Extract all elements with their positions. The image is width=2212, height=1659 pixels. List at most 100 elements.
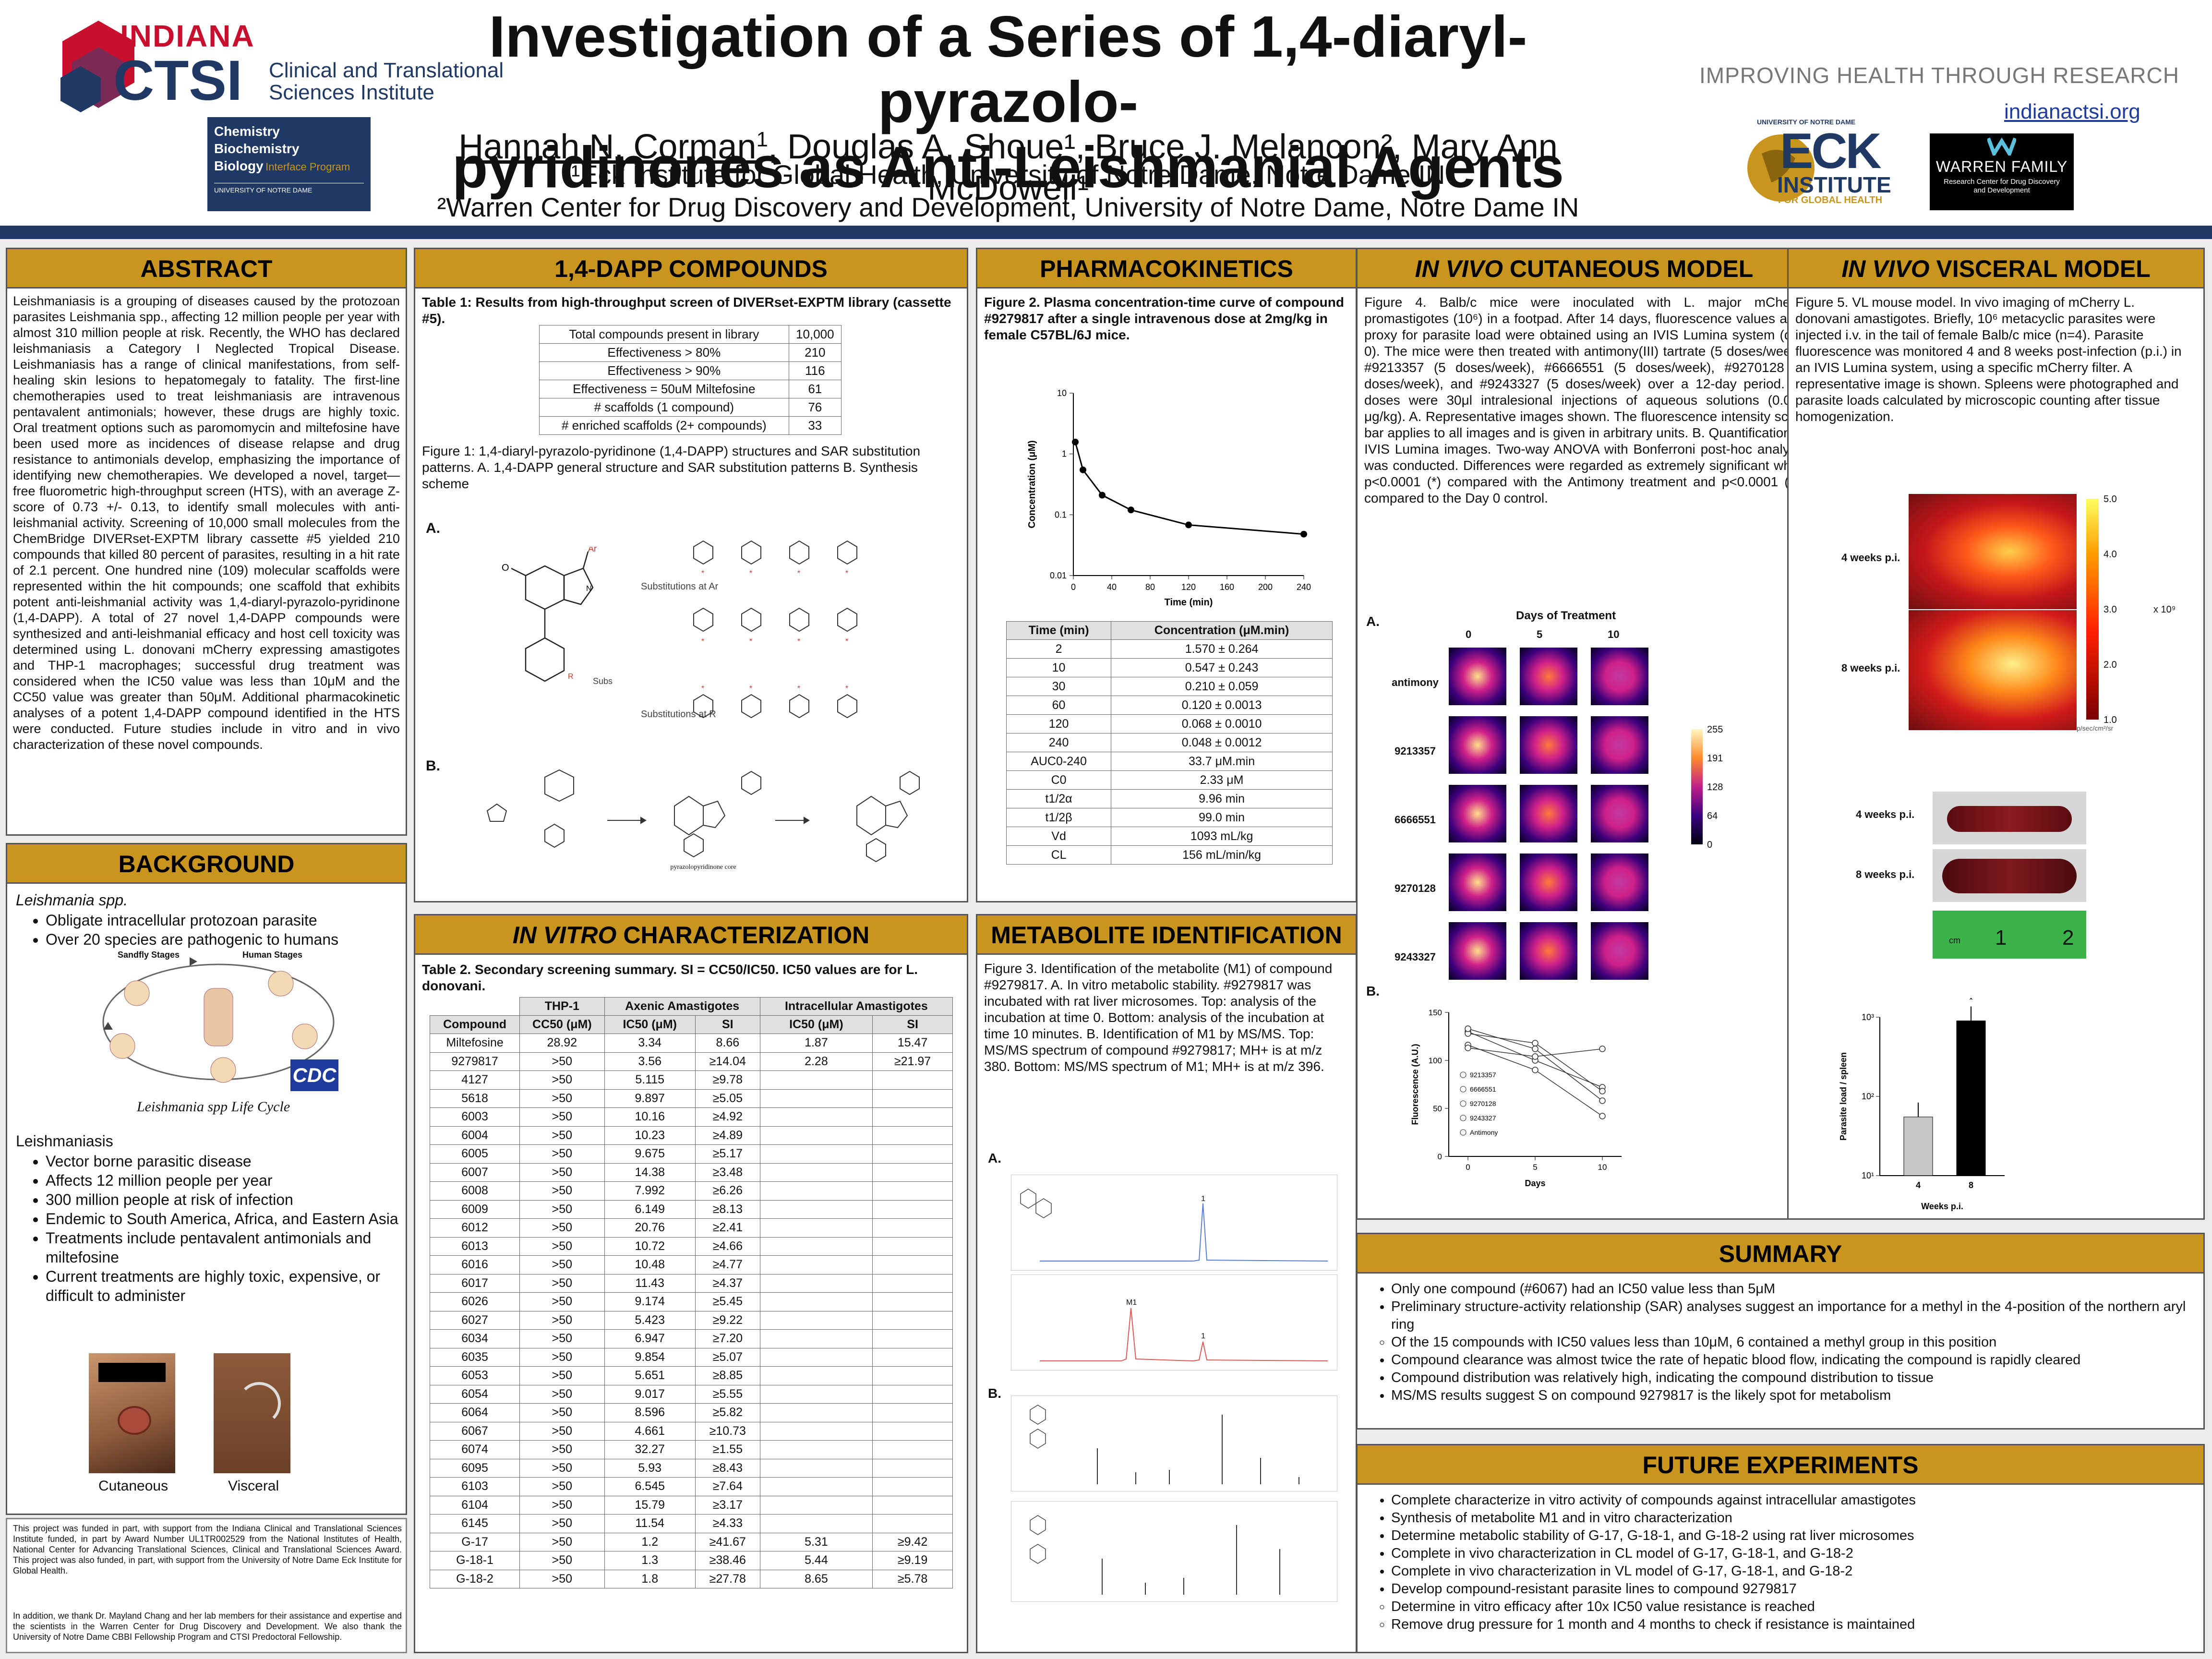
column-header: IC50 (μM) [759,1015,873,1034]
table-cell: 8.596 [604,1403,696,1422]
table-cell: 5618 [429,1089,520,1108]
table-cell: 99.0 min [1111,808,1333,827]
table-cell: ≥7.20 [695,1329,760,1348]
data-point [1599,1097,1606,1104]
table1-caption: Table 1: Results from high-throughput sc… [422,295,951,326]
table-cell: >50 [519,1421,605,1441]
table-cell [759,1126,873,1145]
cutaneous-heading: IN VIVO CUTANEOUS MODEL [1358,249,1811,289]
table-cell: 10.72 [604,1237,696,1256]
table-cell: 6034 [429,1329,520,1348]
table-row: Effectiveness > 80% 210 [539,343,842,362]
future-bullets: Complete characterize in vitro activity … [1372,1491,2193,1634]
table-row: 6074 >50 32.27 ≥1.55 [429,1440,953,1459]
secondary-screening-table: THP-1 Axenic Amastigotes Intracellular A… [429,997,953,1588]
table-cell [872,1458,953,1478]
ruler-cm: cm [1949,936,1960,945]
svg-text:*: * [797,685,800,693]
table-cell [872,1089,953,1108]
legend-label: 6666551 [1470,1085,1496,1093]
msms-spectrum-top [1010,1395,1338,1492]
treatment-row-label: 9213357 [1395,745,1436,757]
table-cell: ≥27.78 [695,1569,760,1588]
table2-caption: Table 2. Secondary screening summary. SI… [422,962,918,993]
cutaneous-panel: IN VIVO CUTANEOUS MODEL Figure 4. Balb/c… [1356,248,1812,1220]
fig3-label-b: B. [988,1386,1001,1401]
table-row: Miltefosine 28.92 3.34 8.66 1.87 15.47 [429,1034,953,1053]
table-cell-label: # enriched scaffolds (2+ compounds) [539,416,789,435]
life-cycle-diagram: Sandfly Stages Human Stages CDC [79,950,358,1094]
globe-icon [1747,134,1815,202]
table-cell: >50 [519,1440,605,1459]
x-tick-label: 160 [1220,582,1234,592]
label-4-weeks: 4 weeks p.i. [1841,552,1900,564]
table-cell: 2.33 μM [1111,770,1333,790]
table-cell: 1.570 ± 0.264 [1111,639,1333,659]
table-cell: t1/2α [1006,789,1112,808]
data-point [1080,466,1086,473]
future-bullet: Complete in vivo characterization in CL … [1391,1545,2193,1563]
table-row: 6007 >50 14.38 ≥3.48 [429,1163,953,1182]
table-cell: 6009 [429,1200,520,1219]
table-cell: 6064 [429,1403,520,1422]
table-cell: ≥5.55 [695,1384,760,1404]
ivis-image [1449,648,1506,705]
eck-main-text: ECK [1780,123,1882,179]
table-row: 120 0.068 ± 0.0010 [1006,714,1333,733]
table-cell: ≥5.45 [695,1292,760,1311]
x-axis-label: Weeks p.i. [1921,1202,1963,1211]
abstract-panel: ABSTRACT Leishmaniasis is a grouping of … [6,248,407,836]
table-cell: ≥5.05 [695,1089,760,1108]
funding-text-2: In addition, we thank Dr. Mayland Chang … [13,1611,402,1642]
table-cell: >50 [519,1163,605,1182]
table-row: 6064 >50 8.596 ≥5.82 [429,1403,953,1422]
significance-star: * [1969,998,1973,1006]
table-cell [759,1200,873,1219]
table-cell: 6008 [429,1181,520,1201]
table-row: # enriched scaffolds (2+ compounds) 33 [539,416,842,435]
summary-bullet: Compound clearance was almost twice the … [1391,1351,2193,1369]
table-cell [872,1495,953,1515]
table-cell: 6.545 [604,1477,696,1496]
affiliation-2: ²Warren Center for Drug Discovery and De… [437,192,1579,222]
table-cell: ≥3.17 [695,1495,760,1515]
table-cell [759,1477,873,1496]
table-cell [759,1403,873,1422]
scale-label: 4.0 [2104,549,2117,560]
table-cell: >50 [519,1274,605,1293]
table-cell: >50 [519,1366,605,1385]
table-cell [759,1292,873,1311]
table-cell: ≥4.92 [695,1107,760,1127]
warren-sub-text: Research Center for Drug Discovery and D… [1944,178,2060,194]
table-cell [759,1163,873,1182]
table-cell [759,1144,873,1164]
fig1-caption: Figure 1: 1,4-diaryl-pyrazolo-pyridinone… [422,444,921,491]
table-cell: >50 [519,1347,605,1367]
table-cell: 5.651 [604,1366,696,1385]
table-cell [872,1107,953,1127]
table-cell [872,1477,953,1496]
table-cell: ≥38.46 [695,1551,760,1570]
table-cell: CL [1006,845,1112,865]
summary-bullet: Compound distribution was relatively hig… [1391,1369,2193,1387]
table-cell [759,1458,873,1478]
table-cell: 6104 [429,1495,520,1515]
ivis-image [1591,854,1648,911]
table-cell: ≥4.77 [695,1255,760,1274]
sub-r-label: Substitutions at R [641,709,716,720]
cutaneous-heading-rest: CUTANEOUS MODEL [1503,255,1754,282]
data-point [1465,1045,1471,1051]
table-cell [759,1255,873,1274]
other-authors: , Douglas A. Shoue¹, Bruce J. Melancon²,… [768,128,1558,207]
table-cell: 6054 [429,1384,520,1404]
table-cell: 5.31 [759,1532,873,1551]
affiliation-1: ¹Eck Institute for Global Health, Univer… [571,159,1445,190]
funding-text-1: This project was funded in part, with su… [13,1524,402,1575]
table-cell: >50 [519,1514,605,1533]
pk-panel: PHARMACOKINETICS Figure 2. Plasma concen… [976,248,1357,902]
ctsi-url-link[interactable]: indianactsi.org [2004,100,2140,123]
table-row: 6008 >50 7.992 ≥6.26 [429,1181,953,1201]
table-cell [759,1329,873,1348]
table-cell: 6074 [429,1440,520,1459]
sub-ar-label: Substitutions at Ar [641,581,719,592]
